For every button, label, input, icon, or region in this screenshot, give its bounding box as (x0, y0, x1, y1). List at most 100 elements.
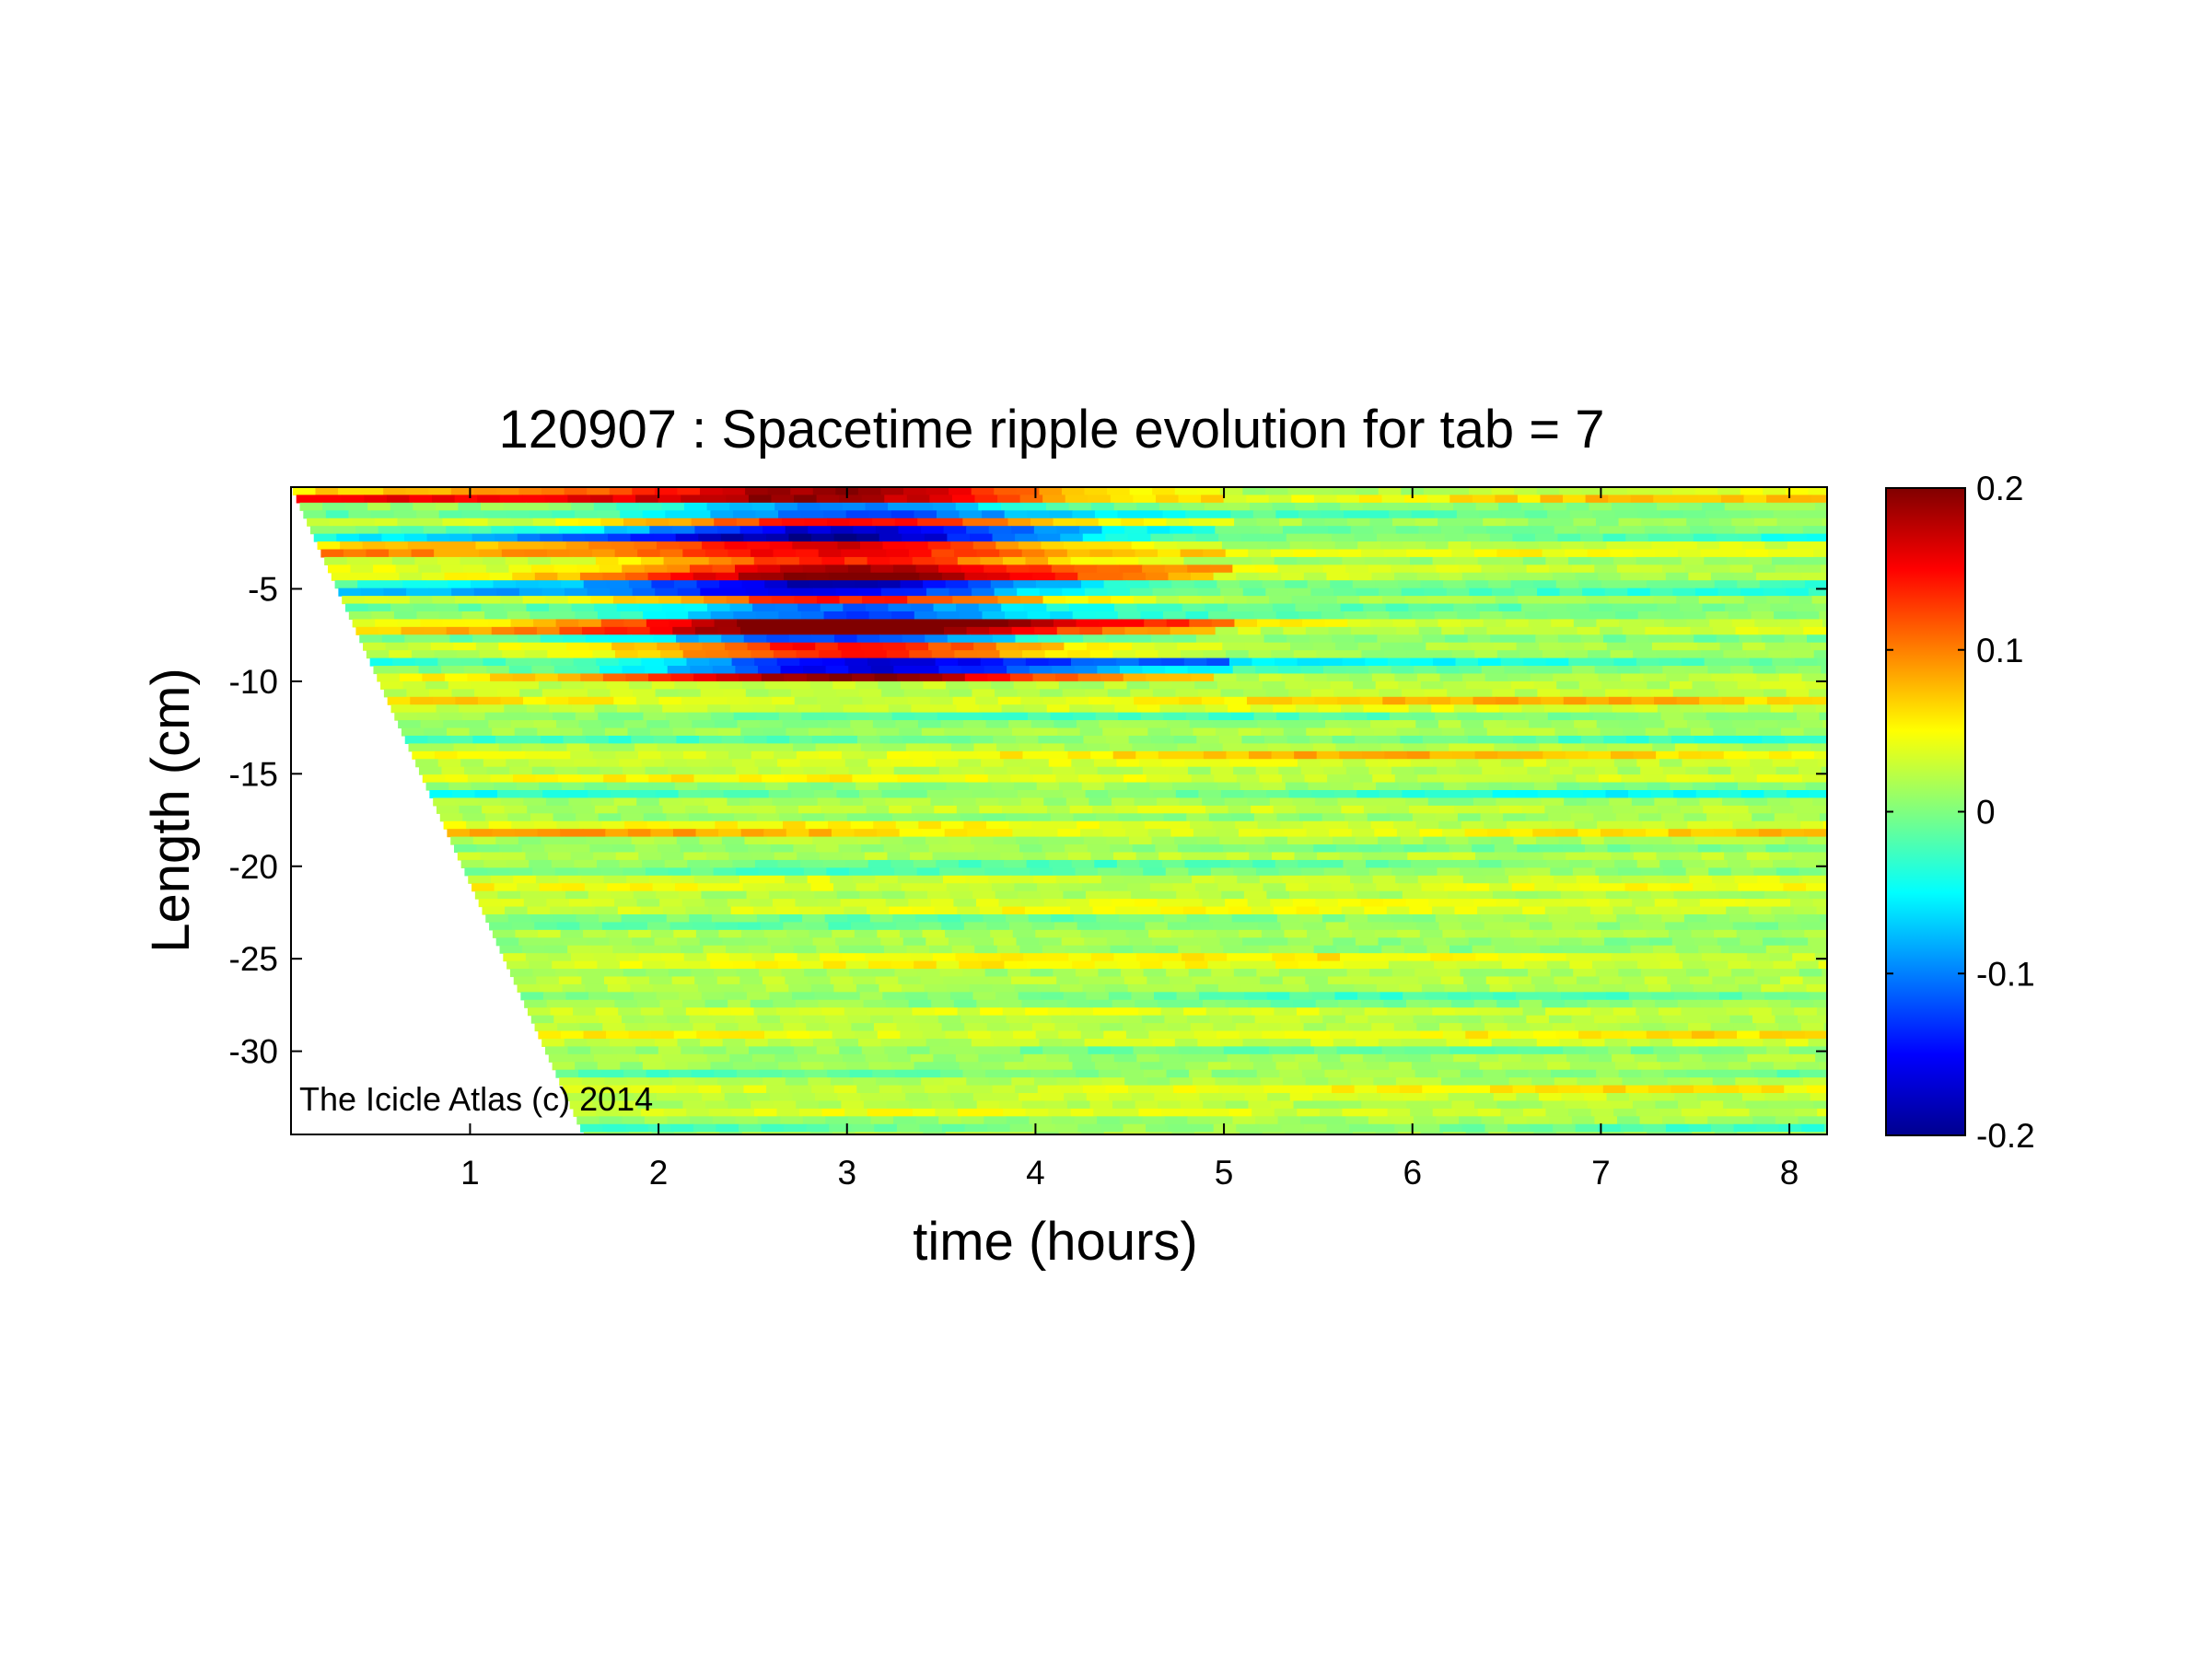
heatmap-cell (1635, 704, 1659, 714)
heatmap-cell (701, 992, 725, 1001)
heatmap-cell (420, 720, 444, 729)
heatmap-cell (355, 526, 379, 535)
heatmap-cell (543, 642, 567, 651)
heatmap-cell (1356, 487, 1380, 496)
heatmap-cell (610, 587, 634, 597)
heatmap-cell (1624, 1030, 1647, 1040)
heatmap-cell (525, 852, 549, 861)
heatmap-cell (628, 1030, 652, 1040)
heatmap-cell (1659, 657, 1682, 667)
heatmap-cell (781, 969, 805, 978)
heatmap-cell (583, 580, 607, 589)
heatmap-cell (635, 1046, 659, 1055)
heatmap-cell (521, 743, 545, 752)
heatmap-cell (1053, 619, 1077, 628)
heatmap-cell (1105, 533, 1129, 542)
heatmap-cell (468, 875, 492, 884)
heatmap-cell (1278, 969, 1303, 978)
heatmap-cell (1007, 518, 1031, 527)
heatmap-cell (1508, 526, 1532, 535)
heatmap-cell (1456, 960, 1480, 970)
heatmap-cell (1493, 890, 1517, 900)
heatmap-cell (1763, 937, 1787, 947)
heatmap-cell (1458, 564, 1483, 574)
heatmap-cell (1010, 875, 1034, 884)
heatmap-cell (914, 1062, 937, 1071)
heatmap-cell (802, 564, 826, 574)
heatmap-cell (1310, 587, 1334, 597)
heatmap-cell (1030, 720, 1054, 729)
heatmap-cell (1176, 890, 1200, 900)
heatmap-cell (1126, 680, 1150, 690)
heatmap-cell (835, 587, 859, 597)
heatmap-cell (1656, 953, 1680, 962)
heatmap-cell (1238, 727, 1262, 737)
heatmap-cell (739, 875, 763, 884)
heatmap-cell (1254, 1015, 1278, 1024)
heatmap-cell (1327, 875, 1351, 884)
heatmap-cell (646, 820, 670, 830)
heatmap-cell (1415, 720, 1439, 729)
heatmap-cell (852, 673, 876, 682)
heatmap-cell (523, 899, 547, 908)
heatmap-cell (1147, 526, 1170, 535)
heatmap-cell (1203, 1100, 1227, 1110)
heatmap-cell (1034, 626, 1058, 635)
heatmap-cell (1296, 805, 1320, 814)
heatmap-cell (588, 790, 611, 799)
heatmap-cell (1289, 541, 1313, 551)
heatmap-cell (1161, 759, 1185, 768)
heatmap-cell (1768, 750, 1793, 760)
heatmap-cell (988, 976, 1012, 985)
heatmap-cell (1486, 727, 1510, 737)
heatmap-cell (1608, 596, 1632, 605)
heatmap-cell (991, 883, 1016, 892)
heatmap-cell (1664, 720, 1688, 729)
heatmap-cell (851, 572, 875, 581)
heatmap-cell (772, 696, 796, 705)
heatmap-cell (874, 673, 898, 682)
heatmap-cell (1425, 890, 1449, 900)
heatmap-cell (1712, 526, 1736, 535)
heatmap-cell (1531, 976, 1555, 985)
heatmap-cell (837, 992, 861, 1001)
heatmap-cell (958, 759, 982, 768)
heatmap-cell (786, 727, 809, 737)
heatmap-cell (974, 1046, 998, 1055)
heatmap-cell (1039, 1038, 1063, 1047)
heatmap-cell (1282, 976, 1306, 985)
heatmap-cell (1063, 890, 1087, 900)
heatmap-cell (974, 596, 999, 605)
heatmap-cell (1289, 890, 1313, 900)
heatmap-cell (1042, 844, 1065, 854)
heatmap-cell (507, 813, 531, 822)
heatmap-cell (1717, 937, 1741, 947)
heatmap-cell (1506, 720, 1530, 729)
heatmap-cell (869, 712, 893, 721)
heatmap-cell (1151, 735, 1175, 744)
heatmap-cell (635, 696, 659, 705)
heatmap-cell (483, 556, 506, 565)
heatmap-cell (1132, 642, 1156, 651)
heatmap-cell (719, 680, 743, 690)
heatmap-cell (1781, 727, 1805, 737)
heatmap-cell (950, 642, 974, 651)
heatmap-cell (1473, 899, 1497, 908)
heatmap-cell (1250, 502, 1274, 511)
heatmap-cell (1431, 805, 1455, 814)
heatmap-cell (1344, 712, 1368, 721)
heatmap-cell (1121, 1069, 1145, 1078)
heatmap-cell (1000, 1053, 1025, 1063)
heatmap-cell (971, 836, 995, 845)
heatmap-cell (549, 603, 573, 612)
heatmap-cell (874, 774, 899, 784)
heatmap-cell (1134, 797, 1158, 807)
heatmap-cell (548, 953, 572, 962)
heatmap-cell (1576, 774, 1600, 784)
heatmap-cell (1603, 735, 1627, 744)
heatmap-cell (1641, 518, 1665, 527)
heatmap-cell (1580, 1085, 1604, 1094)
heatmap-cell (1244, 642, 1269, 651)
heatmap-cell (1147, 829, 1171, 838)
heatmap-cell (1100, 922, 1123, 931)
